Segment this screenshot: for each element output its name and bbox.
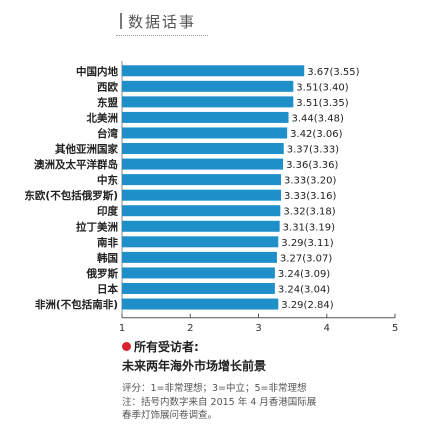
value-label: 3.37(3.33) <box>287 145 339 156</box>
x-tick-label: 3 <box>255 323 261 334</box>
category-label: 东盟 <box>97 96 118 109</box>
chart-notes: 所有受访者: 未来两年海外市场增长前景 评分：1=非常理想；3=中立；5=非常理… <box>122 338 422 422</box>
bar <box>122 205 281 217</box>
category-label: 中东 <box>97 174 118 187</box>
category-label: 北美洲 <box>87 111 119 124</box>
bar <box>122 111 289 123</box>
respondents-label-row: 所有受访者: <box>122 338 422 355</box>
category-label: 印度 <box>97 205 118 218</box>
category-label: 南非 <box>97 236 118 249</box>
value-label: 3.33(3.16) <box>284 191 336 202</box>
value-label: 3.31(3.19) <box>283 222 335 233</box>
category-label: 其他亚洲国家 <box>55 143 118 156</box>
bar <box>122 189 282 201</box>
bar <box>122 236 279 248</box>
bar <box>122 158 284 170</box>
bar <box>122 298 279 310</box>
respondents-label: 所有受访者: <box>134 340 199 354</box>
page-header: 数据话事 <box>116 11 208 36</box>
value-label: 3.27(3.07) <box>280 253 332 264</box>
header-underline <box>116 35 208 36</box>
category-label: 非洲(不包括南非) <box>35 298 118 311</box>
category-label: 澳洲及太平洋群岛 <box>34 158 118 171</box>
bar <box>122 65 305 77</box>
value-label: 3.51(3.35) <box>296 98 348 109</box>
bar <box>122 127 288 139</box>
bar-chart: 中国内地 3.67(3.55) 西欧 3.51(3.40) 东盟 3.51(3.35) 北美… <box>24 61 398 334</box>
header-bar-decoration <box>120 13 122 29</box>
category-label: 日本 <box>97 282 118 295</box>
value-label: 3.24(3.09) <box>278 269 330 280</box>
category-label: 韩国 <box>97 251 118 264</box>
x-tick-label: 4 <box>324 323 330 334</box>
bar <box>122 267 275 279</box>
rating-scale-note: 评分：1=非常理想；3=中立；5=非常理想 <box>122 383 307 394</box>
red-dot-icon <box>122 342 131 351</box>
value-label: 3.29(3.11) <box>281 238 333 249</box>
category-label: 台湾 <box>97 127 118 140</box>
bar <box>122 220 280 232</box>
chart-subtitle: 未来两年海外市场增长前景 <box>122 359 267 373</box>
source-note-line-2: 春季灯饰展问卷调查。 <box>122 410 218 421</box>
category-label: 东欧(不包括俄罗斯) <box>24 189 118 202</box>
value-label: 3.36(3.36) <box>286 160 338 171</box>
source-note-line-1: 注：括号内数字来自 2015 年 4 月香港国际展 <box>122 397 317 408</box>
x-tick-label: 5 <box>392 323 398 334</box>
bar <box>122 251 277 263</box>
value-label: 3.33(3.20) <box>284 176 336 187</box>
value-label: 3.67(3.55) <box>307 67 359 78</box>
value-label: 3.44(3.48) <box>292 113 344 124</box>
x-tick-label: 2 <box>187 323 193 334</box>
bar <box>122 80 294 92</box>
category-label: 西欧 <box>97 80 118 93</box>
category-label: 中国内地 <box>76 65 118 78</box>
value-label: 3.24(3.04) <box>278 284 330 295</box>
page-title: 数据话事 <box>128 13 197 31</box>
bar <box>122 282 275 294</box>
value-label: 3.32(3.18) <box>283 207 335 218</box>
value-label: 3.29(2.84) <box>281 300 333 311</box>
category-label: 拉丁美洲 <box>76 220 118 233</box>
x-tick-label: 1 <box>119 323 125 334</box>
category-label: 俄罗斯 <box>86 267 119 280</box>
bar <box>122 96 294 108</box>
value-label: 3.42(3.06) <box>290 129 342 140</box>
bar <box>122 174 282 186</box>
source-note: 注：括号内数字来自 2015 年 4 月香港国际展 春季灯饰展问卷调查。 <box>122 396 422 422</box>
value-label: 3.51(3.40) <box>296 82 348 93</box>
bar <box>122 143 284 155</box>
